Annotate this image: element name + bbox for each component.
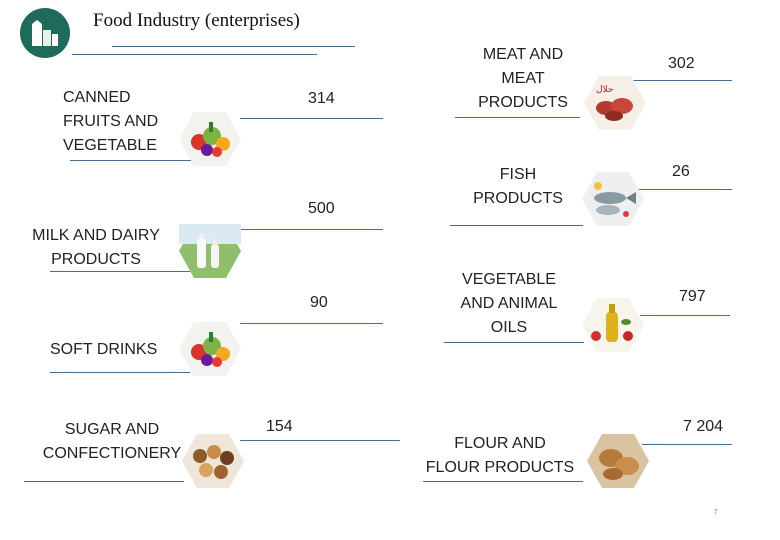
- canned-label: CANNED FRUITS AND VEGETABLE: [63, 89, 159, 154]
- fruits-vegetables-icon: [179, 112, 241, 166]
- milk-value: 500: [308, 200, 335, 217]
- milk-rule: [50, 271, 190, 272]
- oils-rule: [444, 342, 584, 343]
- sugar-value: 154: [266, 418, 293, 435]
- milk-bottles-icon: [179, 224, 241, 278]
- factory-logo: [20, 8, 70, 58]
- sugar-label: SUGAR AND CONFECTIONERY: [42, 421, 182, 462]
- milk-label: MILK AND DAIRY PRODUCTS: [32, 227, 160, 268]
- title-underline-2: [72, 54, 317, 55]
- oils-label: VEGETABLE AND ANIMAL OILS: [460, 271, 558, 336]
- flour-value-rule: [642, 444, 732, 445]
- flour-value: 7 204: [683, 418, 724, 435]
- flour-rule: [423, 481, 583, 482]
- bread-icon: [587, 434, 649, 488]
- meat-value-rule: [622, 80, 732, 81]
- flour-image: [587, 434, 649, 488]
- soft-value-rule: [240, 323, 383, 324]
- fish-label: FISH PRODUCTS: [473, 166, 563, 207]
- pastries-icon: [182, 434, 244, 488]
- sugar-value-rule: [240, 440, 400, 441]
- svg-text:حلال: حلال: [596, 85, 613, 95]
- fish-image: [582, 172, 644, 226]
- soft-label: SOFT DRINKS: [50, 341, 158, 358]
- meat-rule: [455, 117, 580, 118]
- factory-icon: [32, 20, 58, 46]
- soft-value: 90: [310, 294, 328, 311]
- page-title: Food Industry (enterprises): [93, 10, 300, 31]
- milk-value-rule: [240, 229, 383, 230]
- canned-rule: [70, 160, 200, 161]
- fish-value: 26: [672, 163, 690, 180]
- canned-value: 314: [308, 90, 335, 107]
- canned-value-rule: [240, 118, 383, 119]
- fish-value-rule: [632, 189, 732, 190]
- soft-image: [179, 322, 241, 376]
- soft-rule: [50, 372, 190, 373]
- fish-rule: [450, 225, 583, 226]
- flour-label: FLOUR AND FLOUR PRODUCTS: [425, 435, 575, 476]
- sugar-image: [182, 434, 244, 488]
- title-underline: [112, 46, 355, 47]
- meat-icon: حلال: [584, 76, 646, 130]
- canned-image: [179, 112, 241, 166]
- meat-image: حلال: [584, 76, 646, 130]
- oil-bottle-icon: [582, 298, 644, 352]
- meat-value: 302: [668, 55, 695, 72]
- oils-value-rule: [640, 315, 730, 316]
- milk-image: [179, 224, 241, 278]
- meat-label: MEAT AND MEAT PRODUCTS: [478, 46, 568, 111]
- sugar-rule: [24, 481, 184, 482]
- oils-image: [582, 298, 644, 352]
- fruits-vegetables-icon: [179, 322, 241, 376]
- page-number: 7: [714, 510, 718, 516]
- fish-icon: [582, 172, 644, 226]
- oils-value: 797: [679, 288, 706, 305]
